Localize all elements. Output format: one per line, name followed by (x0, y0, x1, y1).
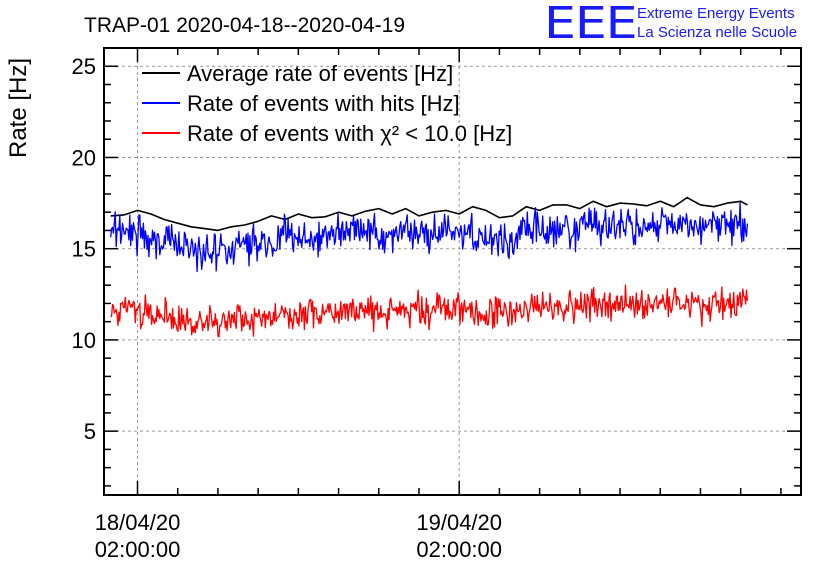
legend-label-2: Rate of events with hits [Hz] (187, 91, 460, 116)
tick-labels: 51015202518/04/2002:00:0019/04/2002:00:0… (72, 54, 503, 562)
y-tick-label: 10 (72, 328, 96, 353)
series-line-1 (110, 196, 748, 232)
series-line-3 (110, 284, 749, 338)
y-tick-label: 5 (84, 419, 96, 444)
chart-title: TRAP-01 2020-04-18--2020-04-19 (84, 14, 405, 37)
plot-frame (103, 47, 802, 496)
y-tick-label: 15 (72, 237, 96, 262)
x-tick-label-date: 19/04/20 (416, 510, 502, 535)
logo-line-1: Extreme Energy Events (637, 5, 795, 22)
logo-line-2: La Scienza nelle Scuole (637, 24, 798, 41)
eee-logo-mark: EEE (544, 0, 638, 49)
legend-label-3: Rate of events with χ² < 10.0 [Hz] (187, 121, 512, 146)
legend: Average rate of events [Hz] Rate of event… (142, 61, 512, 146)
series-lines (110, 196, 749, 338)
y-tick-label: 20 (72, 145, 96, 170)
x-tick-label-date: 18/04/20 (95, 510, 181, 535)
x-tick-label-time: 02:00:00 (95, 537, 181, 562)
series-line-2 (110, 201, 749, 273)
y-axis-label: Rate [Hz] (5, 58, 32, 158)
legend-label-1: Average rate of events [Hz] (187, 61, 453, 86)
axis-ticks (104, 47, 801, 495)
y-tick-label: 25 (72, 54, 96, 79)
x-tick-label-time: 02:00:00 (416, 537, 502, 562)
eee-logo: EEE Extreme Energy Events La Scienza nel… (544, 2, 832, 46)
